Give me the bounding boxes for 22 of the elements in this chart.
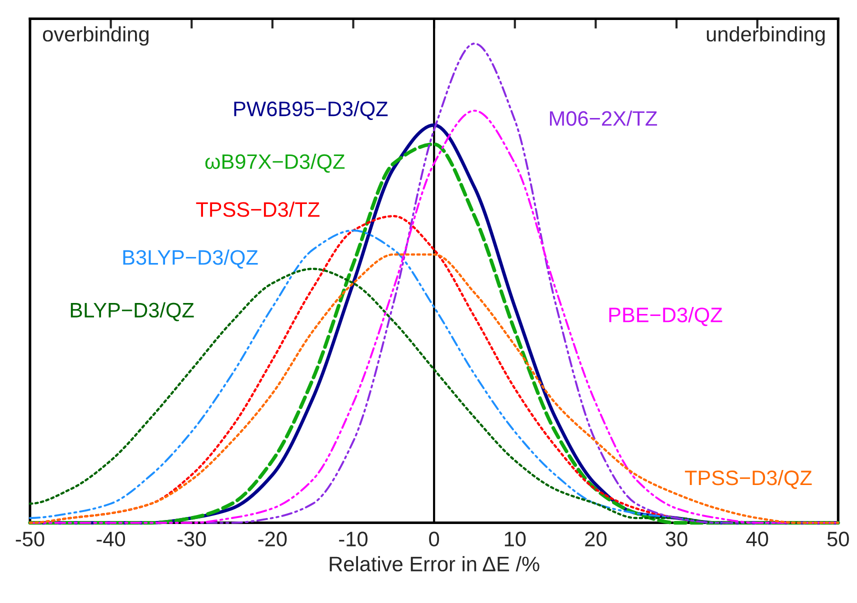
series-label: B3LYP−D3/QZ xyxy=(123,250,258,269)
x-tick-label: 10 xyxy=(504,532,526,546)
annotation: underbinding xyxy=(706,26,825,46)
annotation: overbinding xyxy=(42,26,148,46)
x-tick-label: 50 xyxy=(827,532,849,546)
series-label: ωB97X−D3/QZ xyxy=(205,154,345,173)
x-tick-label: -40 xyxy=(96,532,126,546)
x-tick-label: 0 xyxy=(429,532,440,546)
series-label: TPSS−D3/QZ xyxy=(684,470,812,489)
series-label: BLYP−D3/QZ xyxy=(70,302,194,322)
x-tick-label: -20 xyxy=(258,532,287,546)
x-tick-label: 40 xyxy=(746,532,768,546)
x-tick-label: -10 xyxy=(339,532,368,546)
x-tick-label: -30 xyxy=(177,532,206,546)
x-tick-label: 20 xyxy=(585,532,606,546)
x-tick-label: 30 xyxy=(666,532,688,546)
x-tick-label: -50 xyxy=(16,532,44,546)
x-axis-title: Relative Error in ΔE /% xyxy=(330,556,540,572)
series-label: PW6B95−D3/QZ xyxy=(234,100,388,120)
series-label: PBE−D3/QZ xyxy=(609,307,722,326)
series-label: M06−2X/TZ xyxy=(550,110,658,126)
series-label: TPSS−D3/TZ xyxy=(196,202,320,217)
